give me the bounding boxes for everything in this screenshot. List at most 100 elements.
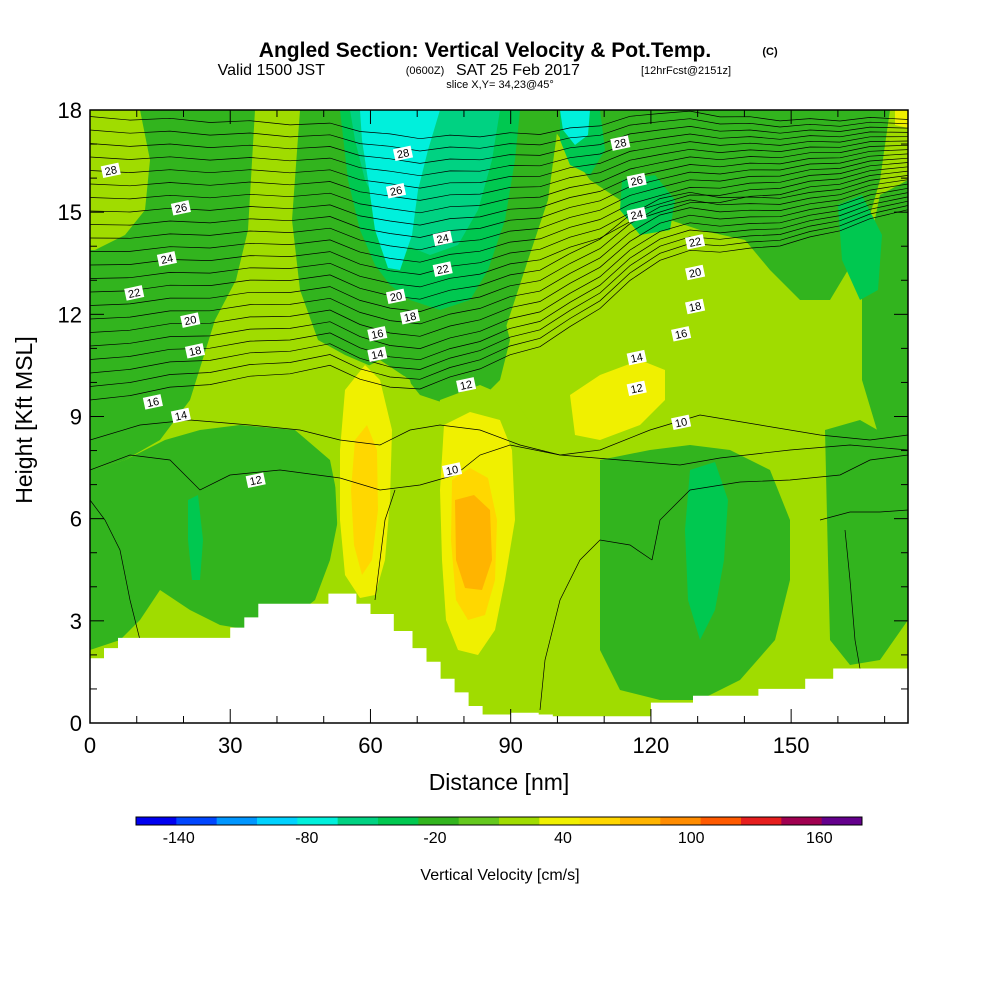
- isentrope-line: [90, 149, 908, 226]
- isentrope-label: 10: [442, 462, 463, 478]
- isentrope-label-box: [432, 261, 453, 277]
- isentrope-label: 26: [626, 172, 647, 189]
- isentrope-label-text: 22: [436, 263, 450, 277]
- isentrope-label: 22: [685, 234, 706, 250]
- velocity-contour-w_40_60: [570, 360, 665, 440]
- isentrope-label-text: 10: [674, 416, 688, 430]
- isentrope-label-text: 14: [370, 348, 384, 362]
- chart-title: Angled Section: Vertical Velocity & Pot.…: [259, 39, 711, 62]
- colorbar-swatch: [176, 817, 218, 825]
- isentrope-label: 10: [671, 414, 692, 430]
- isentrope-label: 16: [671, 326, 692, 342]
- velocity-contour-w_m60_m40: [420, 175, 470, 245]
- isentrope-label-text: 26: [389, 185, 403, 199]
- isentrope-label-box: [367, 346, 388, 362]
- y-tick-label: 12: [58, 302, 82, 327]
- isentrope-label: 26: [170, 200, 191, 216]
- isentrope-label-text: 28: [104, 164, 118, 178]
- isentrope-line: [90, 162, 908, 263]
- velocity-contour-w_80_100: [455, 495, 492, 590]
- isentrope-label: 12: [456, 377, 477, 393]
- colorbar-tick-label: -80: [295, 830, 318, 847]
- isentrope-lines: [90, 110, 908, 711]
- isentrope-label-text: 18: [403, 311, 417, 325]
- isentrope-label: 24: [156, 251, 177, 267]
- colorbar-swatch: [378, 817, 419, 825]
- isentrope-label-box: [156, 251, 177, 267]
- isentrope-label-box: [442, 462, 463, 478]
- isentrope-label-box: [170, 200, 191, 216]
- isentrope-label-text: 24: [436, 232, 450, 246]
- isentrope-line: [90, 166, 908, 275]
- isentrope-label-text: 18: [688, 300, 702, 314]
- isentrope-line: [90, 126, 908, 164]
- colorbar-tick-label: -20: [423, 830, 446, 847]
- isentrope-label: 24: [626, 206, 647, 223]
- isentrope-label-text: 28: [396, 147, 410, 161]
- axes: 0 30 60 90 120 150 0 3 6 9 12 15 18: [58, 98, 908, 758]
- isentrope-line: [90, 144, 908, 214]
- isentrope-label: 14: [626, 349, 647, 366]
- colorbar-swatch: [579, 817, 621, 825]
- slice-info: slice X,Y= 34,23@45°: [446, 79, 554, 91]
- x-tick-label: 30: [218, 733, 242, 758]
- x-tick-label: 120: [633, 733, 670, 758]
- isentrope-label-text: 22: [688, 236, 702, 250]
- velocity-contour-w_m40_m20: [685, 462, 728, 640]
- velocity-contour-w_m20_0: [825, 420, 908, 665]
- isentrope-label-box: [180, 312, 201, 328]
- isentrope-label-box: [142, 394, 163, 410]
- isentrope-line: [90, 110, 908, 140]
- isentrope-label-text: 22: [127, 287, 141, 301]
- velocity-field: [90, 110, 908, 700]
- chart-title-unit: (C): [762, 46, 778, 58]
- valid-time-utc: (0600Z): [406, 65, 445, 77]
- isentrope-line: [651, 454, 908, 561]
- colorbar-swatch: [821, 817, 863, 825]
- y-tick-label: 3: [70, 609, 82, 634]
- isentrope-line: [374, 489, 396, 601]
- isentrope-label-box: [392, 145, 414, 162]
- isentrope-label-box: [170, 407, 191, 424]
- isentrope-label: 14: [170, 407, 191, 424]
- colorbar: -140 -80 -20 40 100 160: [135, 816, 863, 847]
- velocity-contour-w_m40_m20: [838, 195, 882, 300]
- colorbar-swatch: [539, 817, 581, 825]
- x-tick-label: 60: [358, 733, 382, 758]
- isentrope-label: 22: [124, 285, 145, 301]
- terrain-mask: [90, 593, 908, 723]
- colorbar-label: Vertical Velocity [cm/s]: [420, 867, 579, 884]
- isentrope-label-box: [184, 343, 206, 359]
- isentrope-label-text: 26: [174, 202, 188, 216]
- isentrope-line: [90, 157, 908, 251]
- isentrope-label-text: 26: [630, 174, 644, 188]
- forecast-info: [12hrFcst@2151z]: [641, 65, 731, 77]
- isentrope-label: 28: [392, 145, 414, 162]
- isentrope-label-box: [100, 162, 121, 179]
- isentrope-label-box: [685, 234, 706, 250]
- y-tick-label: 18: [58, 98, 82, 123]
- isentrope-label: 22: [432, 261, 453, 277]
- isentrope-label: 12: [626, 380, 647, 396]
- isentrope-label-text: 16: [674, 328, 688, 342]
- isentrope-label-box: [399, 308, 421, 325]
- isentrope-label-box: [626, 349, 647, 366]
- isentrope-label-box: [385, 182, 407, 199]
- isentrope-label-box: [367, 326, 388, 342]
- isentrope-label-text: 10: [445, 464, 459, 478]
- isentrope-line: [90, 414, 908, 456]
- isentrope-label-text: 24: [160, 253, 174, 267]
- isentrope-line: [90, 200, 908, 374]
- isentrope-label-box: [626, 172, 647, 189]
- isentrope-label-text: 14: [174, 409, 188, 423]
- isentrope-label-text: 14: [630, 351, 644, 365]
- isentrope-label: 16: [367, 326, 388, 342]
- isentrope-line: [819, 509, 908, 521]
- isentrope-label-box: [385, 288, 407, 305]
- isentrope-label-box: [671, 326, 692, 342]
- isentrope-label: 20: [180, 312, 201, 328]
- x-tick-label: 0: [84, 733, 96, 758]
- isentrope-label-text: 16: [146, 396, 160, 410]
- isentrope-line: [90, 183, 908, 325]
